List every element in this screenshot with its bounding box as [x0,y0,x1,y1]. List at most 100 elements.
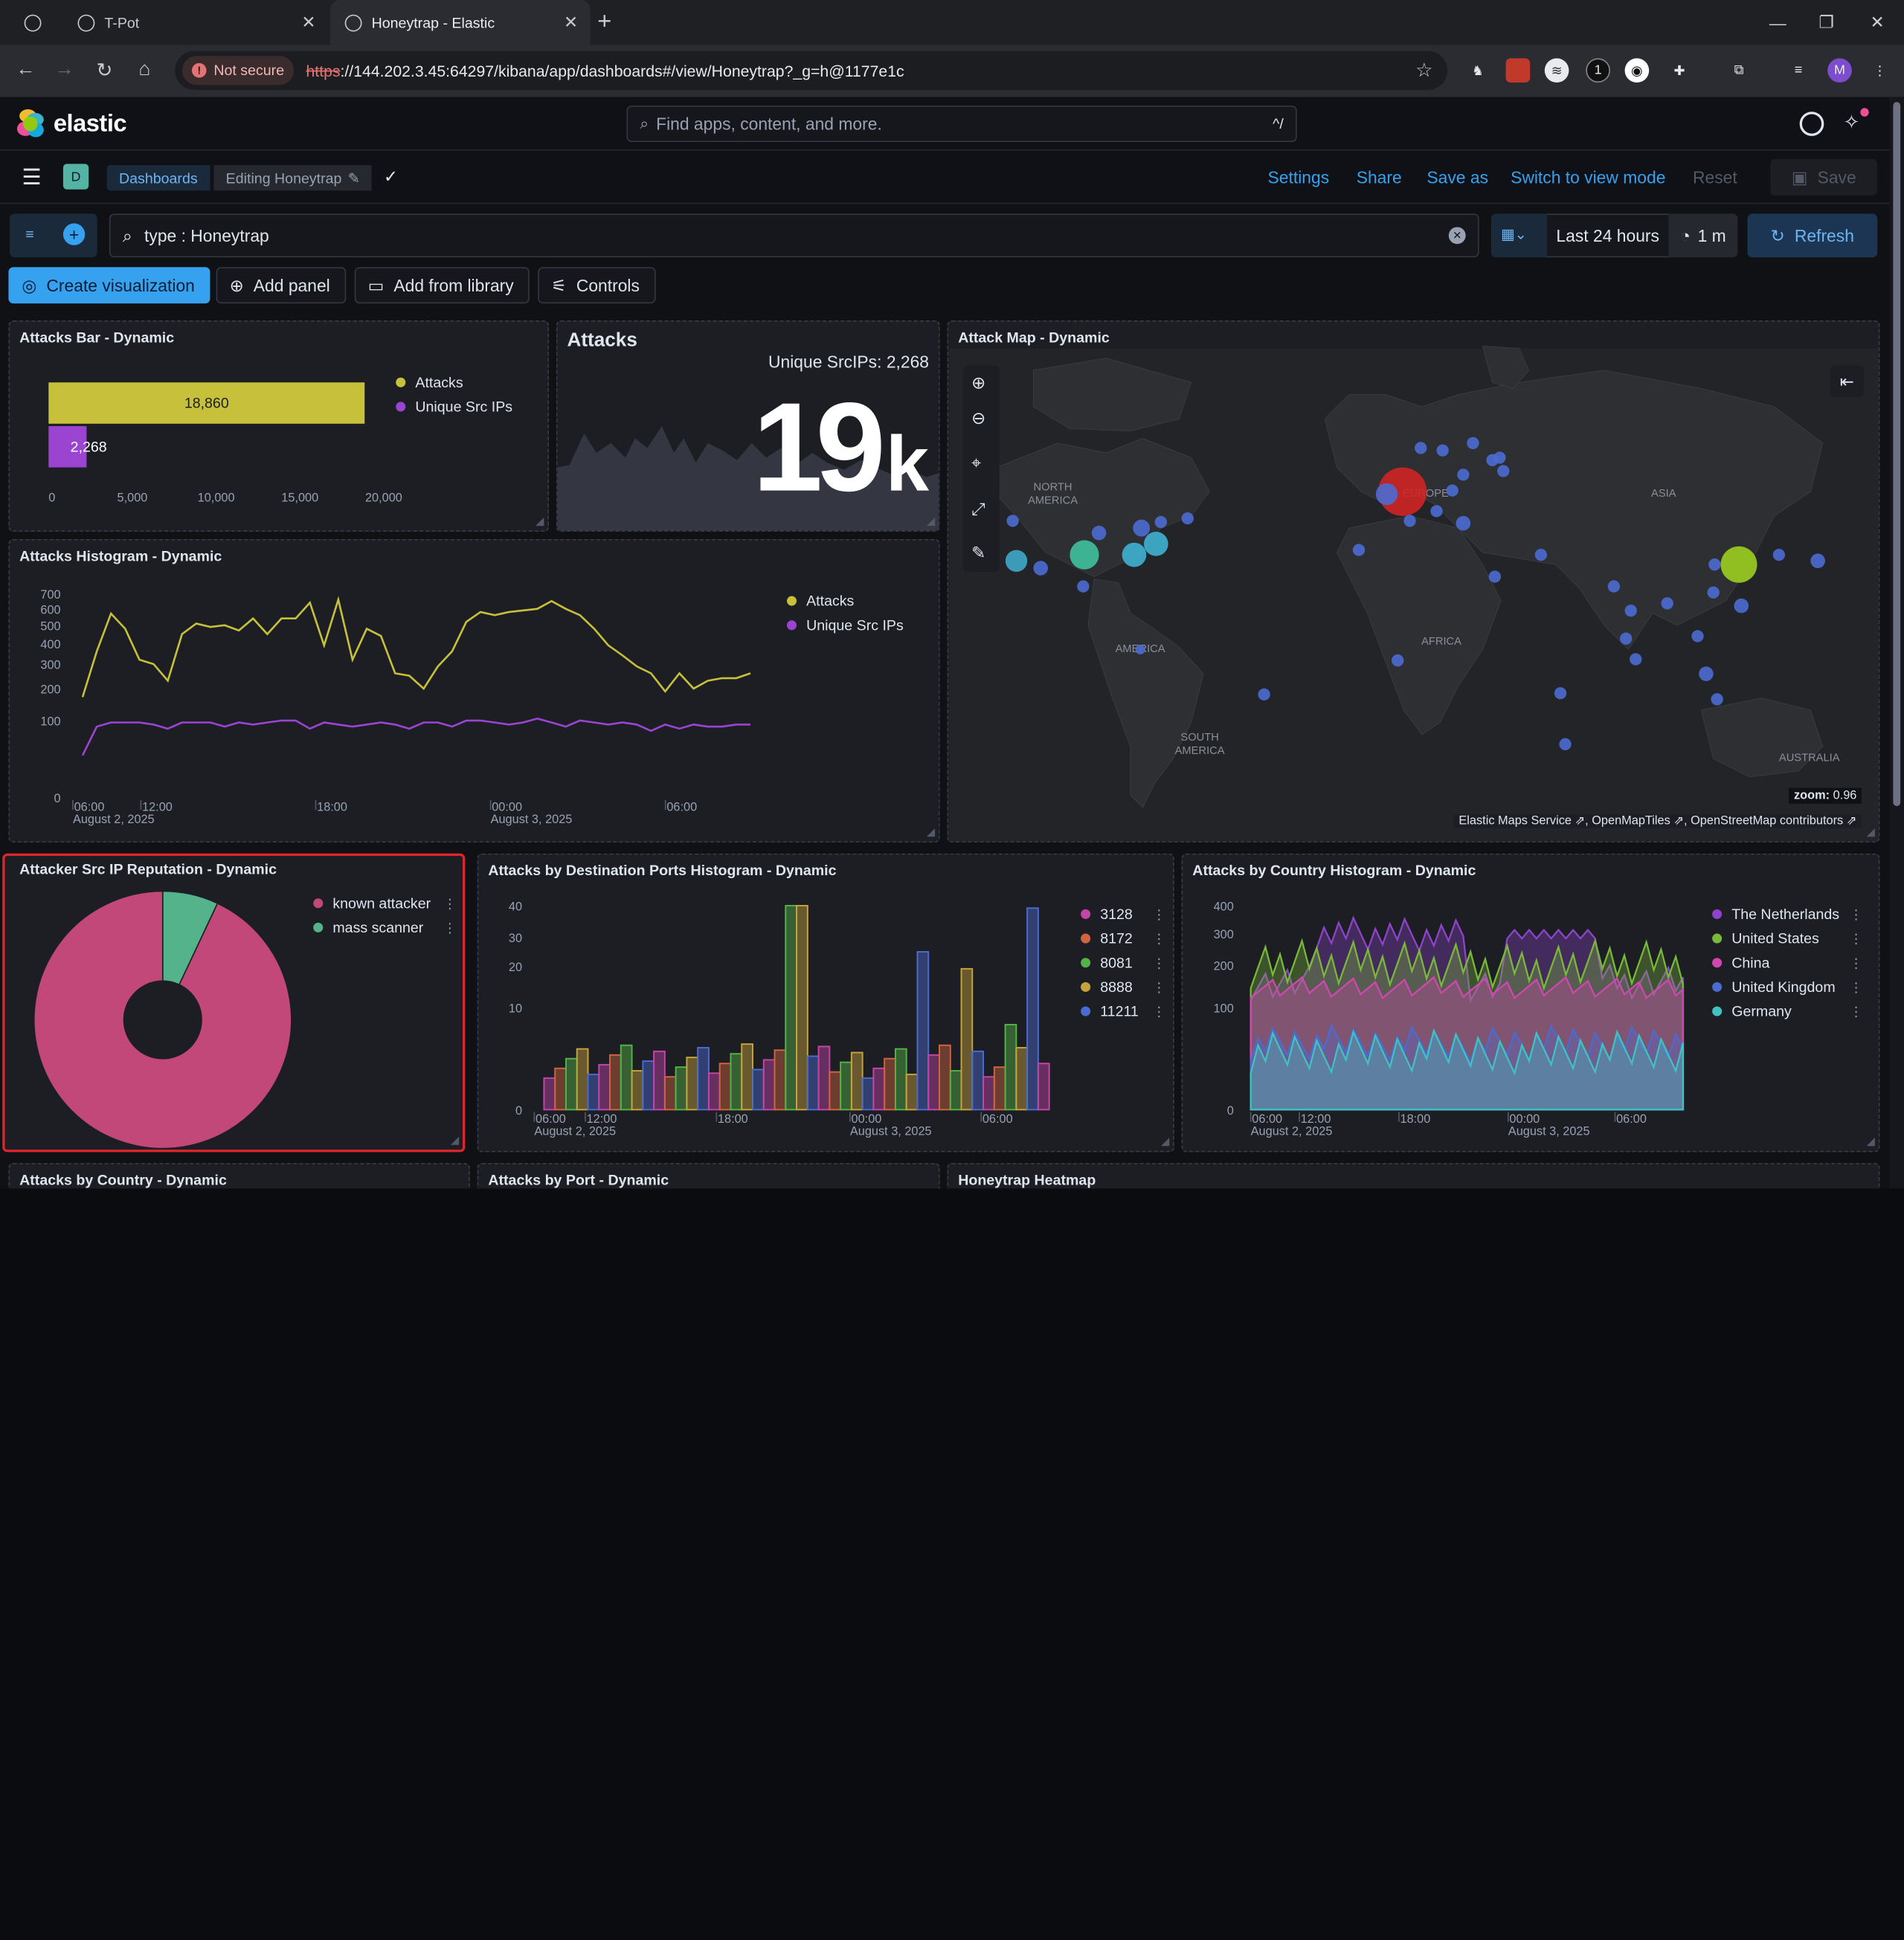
legend-item[interactable]: Unique Src IPs [786,613,933,638]
news-icon[interactable]: ✧ [1843,108,1869,135]
cast-icon[interactable]: ⧉ [1734,62,1744,77]
forward-icon[interactable]: → [54,59,74,80]
legend-item[interactable]: Unique Src IPs [396,395,541,419]
resize-handle[interactable]: ◢ [1866,825,1875,838]
legend-item[interactable]: 11211 ⋮ [1081,999,1165,1024]
restore-icon[interactable]: ❐ [1818,12,1834,32]
legend-item[interactable]: known attacker ⋮ [313,891,457,915]
legend-menu-icon[interactable]: ⋮ [1152,932,1166,947]
refresh-interval[interactable]: ◔ 1 m [1668,213,1738,258]
breadcrumb-dashboards[interactable]: Dashboards [106,165,210,191]
legend-item[interactable]: Attacks [396,370,541,395]
puzzle-icon[interactable]: ✚ [1673,63,1685,79]
resize-handle[interactable]: ◢ [536,515,544,527]
legend-menu-icon[interactable]: ⋮ [1849,932,1863,947]
extension-icon[interactable]: ♞ [1471,63,1485,79]
resize-handle[interactable]: ◢ [926,825,936,838]
add-filter-icon[interactable]: + [62,223,86,245]
clear-icon[interactable]: ✕ [1448,227,1466,245]
add-from-library-button[interactable]: ▭ Add from library [354,267,530,304]
layer-panel-toggle-icon[interactable]: ⇤ [1830,365,1865,397]
elastic-logo[interactable]: elastic [16,109,127,138]
legend-item[interactable]: United States ⋮ [1712,927,1863,951]
tab-honeytrap[interactable]: Honeytrap - Elastic ✕ [330,0,591,45]
close-window-icon[interactable]: ✕ [1870,12,1885,32]
resize-handle[interactable]: ◢ [1866,1135,1875,1147]
legend-menu-icon[interactable]: ⋮ [1849,956,1863,971]
back-icon[interactable]: ← [16,59,36,80]
reset-button[interactable]: Reset [1692,167,1737,187]
add-panel-button[interactable]: ⊕ Add panel [216,267,346,304]
legend-menu-icon[interactable]: ⋮ [1152,956,1166,971]
resize-handle[interactable]: ◢ [450,1133,460,1147]
create-visualization-button[interactable]: ◎ Create visualization [8,267,211,304]
legend-menu-icon[interactable]: ⋮ [1152,907,1166,923]
tab-favicon[interactable] [10,0,63,45]
legend-menu-icon[interactable]: ⋮ [1152,1005,1166,1019]
query-input[interactable]: ⌕ type : Honeytrap ✕ [109,213,1479,258]
legend-menu-icon[interactable]: ⋮ [1152,980,1166,995]
space-avatar[interactable]: D [62,164,89,190]
legend-menu-icon[interactable]: ⋮ [443,896,457,912]
legend-item[interactable]: 8172 ⋮ [1081,927,1165,951]
resize-handle[interactable]: ◢ [1160,1135,1170,1147]
legend-menu-icon[interactable]: ⋮ [1849,980,1863,995]
extension-icon[interactable]: ◉ [1624,58,1650,83]
pencil-icon[interactable]: ✎ [347,169,361,187]
extension-badge[interactable]: 1 [1586,58,1610,83]
attacks-by-port-panel[interactable]: Attacks by Port - Dynamic [477,1163,940,1189]
share-button[interactable]: Share [1356,167,1402,187]
controls-button[interactable]: ⚟ Controls [538,267,656,304]
save-button[interactable]: ▣ Save [1770,158,1878,196]
settings-button[interactable]: Settings [1267,167,1330,187]
browser-menu-icon[interactable]: ⋮ [1873,63,1887,79]
attacks-metric-panel[interactable]: Attacks Unique SrcIPs: 2,268 19 k ◢ [556,320,940,532]
attacks-histogram-panel[interactable]: Attacks Histogram - Dynamic 700 600 500 400… [8,538,940,843]
switch-view-mode-button[interactable]: Switch to view mode [1511,167,1666,187]
zoom-out-icon[interactable]: ⊖ [971,407,986,428]
media-icon[interactable]: ≡ [1794,62,1803,78]
legend-item[interactable]: The Netherlands ⋮ [1712,902,1863,927]
destination-ports-panel[interactable]: Attacks by Destination Ports Histogram -… [477,853,1174,1153]
date-picker-button[interactable]: ▦⌄ [1490,213,1548,258]
date-range[interactable]: Last 24 hours [1547,213,1669,258]
help-icon[interactable] [1799,112,1824,136]
profile-avatar[interactable]: M [1827,58,1852,83]
extension-icon[interactable] [1505,58,1531,83]
tab-tpot[interactable]: T-Pot ✕ [63,0,328,45]
legend-item[interactable]: China ⋮ [1712,950,1863,975]
check-icon[interactable]: ✓ [383,166,399,186]
locate-icon[interactable]: ⌖ [971,452,982,473]
map-attribution[interactable]: Elastic Maps Service ⇗, OpenMapTiles ⇗, … [1453,814,1862,828]
extension-icon[interactable]: ≋ [1544,58,1569,83]
close-icon[interactable]: ✕ [564,12,579,32]
legend-menu-icon[interactable]: ⋮ [1849,907,1863,923]
filter-button[interactable]: ≡ + [10,213,97,258]
reload-icon[interactable]: ↻ [96,60,113,82]
resize-handle[interactable]: ◢ [926,515,936,527]
global-search[interactable]: ⌕ Find apps, content, and more. ^/ [626,106,1297,143]
address-bar[interactable]: ! Not secure https://144.202.3.45:64297/… [175,51,1448,90]
page-scrollbar[interactable] [1889,97,1904,1189]
legend-item[interactable]: Attacks [786,589,933,613]
legend-item[interactable]: Germany ⋮ [1712,999,1863,1024]
attacks-by-country-panel[interactable]: Attacks by Country - Dynamic [8,1163,470,1189]
menu-icon[interactable]: ☰ [22,165,42,190]
attacks-bar-panel[interactable]: Attacks Bar - Dynamic 0 5,000 10,000 15,000… [8,320,549,532]
home-icon[interactable]: ⌂ [138,59,151,80]
minimize-icon[interactable]: — [1769,13,1786,33]
close-icon[interactable]: ✕ [301,12,316,32]
bookmark-star-icon[interactable]: ☆ [1415,60,1433,82]
legend-item[interactable]: United Kingdom ⋮ [1712,975,1863,999]
legend-item[interactable]: 8888 ⋮ [1081,975,1165,999]
security-chip[interactable]: ! Not secure [181,56,295,86]
save-as-button[interactable]: Save as [1427,167,1489,187]
legend-item[interactable]: mass scanner ⋮ [313,915,457,940]
scrollbar-thumb[interactable] [1893,102,1901,807]
fullscreen-icon[interactable]: ⤢ [971,499,985,519]
new-tab-button[interactable]: + [597,8,612,36]
draw-tool-icon[interactable]: ✎ [971,542,986,562]
legend-menu-icon[interactable]: ⋮ [443,921,457,935]
reputation-panel[interactable]: Attacker Src IP Reputation - Dynamic kno… [2,853,466,1153]
legend-menu-icon[interactable]: ⋮ [1849,1005,1863,1019]
